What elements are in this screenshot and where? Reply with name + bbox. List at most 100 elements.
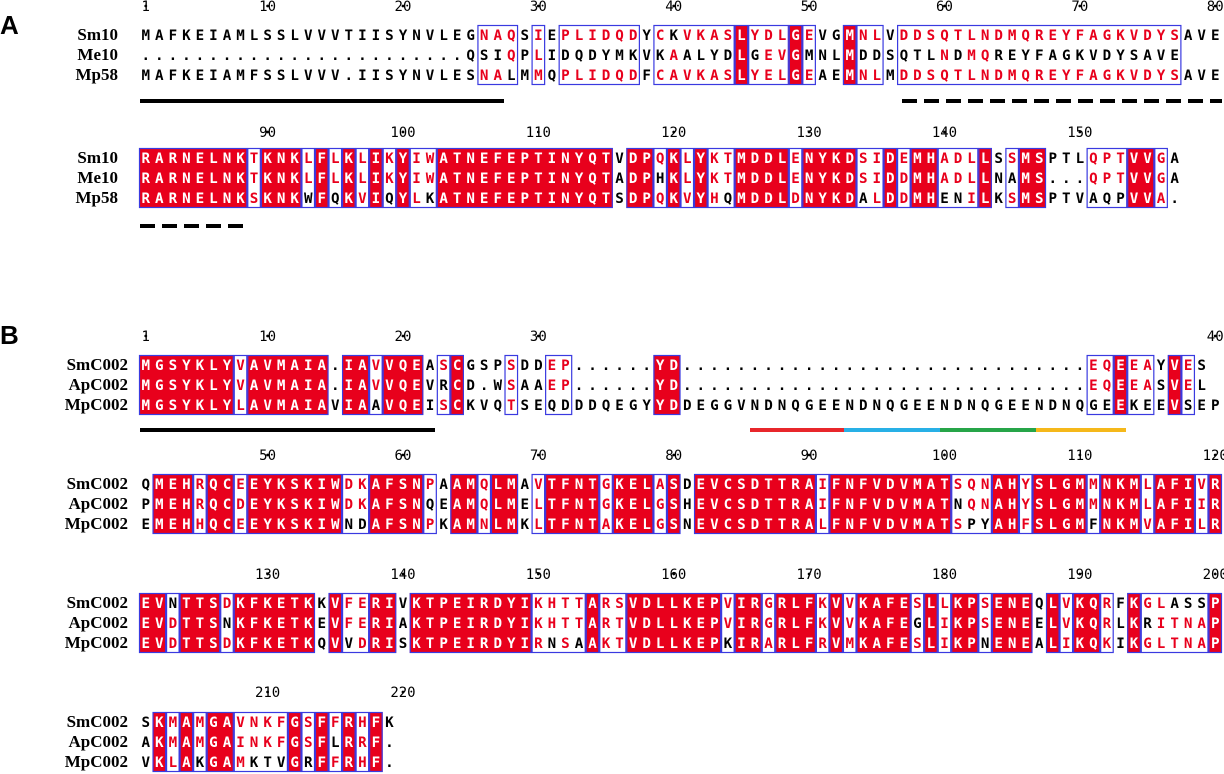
- identical-block: [1167, 355, 1182, 415]
- residue: V: [480, 398, 489, 414]
- residue: T: [345, 28, 354, 44]
- residue: L: [412, 191, 421, 207]
- residue: E: [453, 596, 462, 612]
- ruler-label: 40: [665, 0, 682, 15]
- residue: M: [615, 48, 624, 64]
- conserved-box: [477, 473, 492, 535]
- residue: I: [737, 636, 746, 652]
- residue: S: [507, 378, 516, 394]
- residue: N: [954, 497, 963, 513]
- residue: A: [1197, 636, 1206, 652]
- residue: K: [1116, 497, 1125, 513]
- residue: E: [277, 636, 286, 652]
- residue: .: [859, 378, 868, 394]
- residue: V: [1157, 48, 1166, 64]
- conserved-box: [734, 24, 749, 86]
- residue: .: [1008, 358, 1017, 374]
- sequence-name: Mp58: [76, 65, 119, 84]
- residue: D: [1103, 48, 1112, 64]
- ruler-label: 20: [395, 329, 412, 345]
- ruler-dot: [401, 130, 405, 134]
- residue: A: [1035, 636, 1044, 652]
- residue: R: [1143, 616, 1152, 632]
- residue: T: [764, 517, 773, 533]
- residue: K: [182, 68, 191, 84]
- sequence-name: Me10: [77, 168, 118, 187]
- residue: .: [710, 358, 719, 374]
- identical-block: [396, 148, 410, 208]
- residue: Y: [1021, 477, 1030, 493]
- residue: .: [981, 358, 990, 374]
- residue: .: [737, 378, 746, 394]
- residue: K: [818, 616, 827, 632]
- residue: N: [575, 517, 584, 533]
- residue: S: [304, 715, 313, 731]
- ruler-label: 110: [526, 125, 551, 141]
- residue: K: [155, 715, 164, 731]
- conserved-box: [314, 147, 329, 209]
- ruler-label: 160: [661, 567, 686, 583]
- identical-block: [179, 593, 221, 653]
- residue: A: [1157, 191, 1166, 207]
- sequence-name: Mp58: [76, 188, 119, 207]
- residue: H: [1008, 497, 1017, 513]
- conserved-box: [680, 147, 695, 209]
- residue: A: [223, 755, 232, 771]
- residue: S: [1197, 596, 1206, 612]
- residue: E: [1170, 48, 1179, 64]
- residue: L: [818, 517, 827, 533]
- residue: A: [439, 191, 448, 207]
- residue: M: [845, 636, 854, 652]
- residue: Q: [1103, 378, 1112, 394]
- conserved-box: [1181, 354, 1196, 416]
- residue: E: [1049, 28, 1058, 44]
- residue: T: [764, 497, 773, 513]
- residue: K: [263, 171, 272, 187]
- identical-block: [247, 355, 329, 415]
- residue: G: [155, 358, 164, 374]
- residue: M: [507, 497, 516, 513]
- residue: M: [466, 477, 475, 493]
- residue: G: [290, 755, 299, 771]
- residue: K: [534, 616, 543, 632]
- residue: T: [548, 517, 557, 533]
- ruler-label: 40: [1207, 329, 1224, 345]
- residue: V: [331, 68, 340, 84]
- residue: K: [1130, 596, 1139, 612]
- conserved-box: [1154, 147, 1168, 209]
- residue: M: [236, 68, 245, 84]
- residue: L: [669, 616, 678, 632]
- residue: G: [629, 398, 638, 414]
- residue: .: [724, 358, 733, 374]
- residue: N: [561, 151, 570, 167]
- identical-block: [829, 593, 843, 653]
- residue: M: [155, 497, 164, 513]
- residue: .: [710, 378, 719, 394]
- conserved-box: [788, 147, 803, 209]
- residue: .: [954, 378, 963, 394]
- conserved-box: [788, 24, 803, 86]
- residue: K: [615, 497, 624, 513]
- residue: K: [629, 48, 638, 64]
- conserved-box: [951, 473, 992, 535]
- residue: R: [480, 596, 489, 612]
- residue: .: [778, 358, 787, 374]
- residue: Q: [588, 191, 597, 207]
- feature-lines: [140, 99, 1222, 432]
- residue: H: [1008, 477, 1017, 493]
- residue: Q: [548, 398, 557, 414]
- residue: E: [1197, 398, 1206, 414]
- identical-block: [206, 712, 234, 772]
- residue: K: [412, 596, 421, 612]
- residue: A: [764, 636, 773, 652]
- residue: V: [317, 28, 326, 44]
- conserved-box: [409, 147, 437, 209]
- residue: K: [724, 636, 733, 652]
- residue: F: [886, 616, 895, 632]
- ruler-dot: [536, 572, 540, 576]
- residue: S: [399, 517, 408, 533]
- conserved-box: [328, 147, 343, 209]
- residue: R: [778, 616, 787, 632]
- residue: .: [372, 48, 381, 64]
- residue: .: [412, 48, 421, 64]
